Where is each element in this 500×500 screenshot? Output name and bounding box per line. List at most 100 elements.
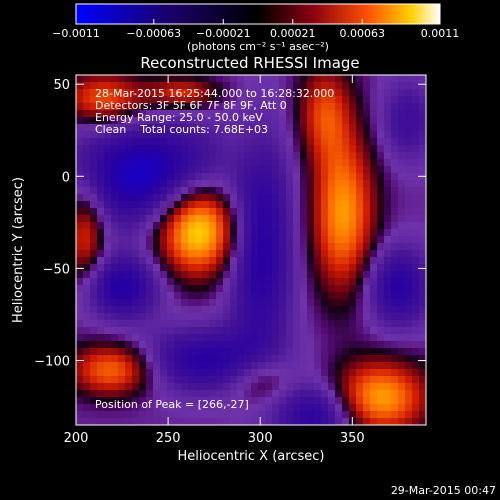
- heatmap-pixel: [125, 390, 133, 398]
- heatmap-pixel: [139, 313, 147, 321]
- heatmap-pixel: [195, 138, 203, 146]
- heatmap-pixel: [174, 348, 182, 356]
- heatmap-pixel: [349, 110, 357, 118]
- heatmap-pixel: [328, 341, 336, 349]
- heatmap-pixel: [328, 285, 336, 293]
- heatmap-pixel: [97, 152, 105, 160]
- heatmap-pixel: [125, 334, 133, 342]
- heatmap-pixel: [104, 278, 112, 286]
- heatmap-pixel: [167, 194, 175, 202]
- heatmap-pixel: [97, 187, 105, 195]
- heatmap-pixel: [90, 215, 98, 223]
- heatmap-pixel: [83, 96, 91, 104]
- heatmap-pixel: [363, 285, 371, 293]
- heatmap-pixel: [132, 145, 140, 153]
- heatmap-pixel: [83, 376, 91, 384]
- heatmap-pixel: [335, 145, 343, 153]
- heatmap-pixel: [258, 138, 266, 146]
- heatmap-pixel: [181, 383, 189, 391]
- heatmap-pixel: [104, 390, 112, 398]
- heatmap-pixel: [419, 271, 426, 279]
- heatmap-pixel: [76, 159, 84, 167]
- heatmap-pixel: [195, 208, 203, 216]
- heatmap-pixel: [139, 404, 147, 412]
- heatmap-pixel: [90, 404, 98, 412]
- heatmap-pixel: [419, 383, 426, 391]
- heatmap-pixel: [272, 187, 280, 195]
- heatmap-pixel: [377, 285, 385, 293]
- heatmap-pixel: [76, 117, 84, 125]
- heatmap-pixel: [76, 166, 84, 174]
- heatmap-pixel: [216, 348, 224, 356]
- heatmap-pixel: [286, 404, 294, 412]
- heatmap-pixel: [202, 124, 210, 132]
- heatmap-pixel: [181, 264, 189, 272]
- heatmap-pixel: [363, 89, 371, 97]
- heatmap-pixel: [174, 166, 182, 174]
- heatmap-pixel: [97, 131, 105, 139]
- heatmap-pixel: [377, 82, 385, 90]
- heatmap-pixel: [139, 376, 147, 384]
- heatmap-pixel: [90, 229, 98, 237]
- heatmap-pixel: [244, 145, 252, 153]
- heatmap-pixel: [244, 110, 252, 118]
- heatmap-pixel: [286, 285, 294, 293]
- heatmap-pixel: [405, 110, 413, 118]
- heatmap-pixel: [363, 166, 371, 174]
- heatmap-pixel: [97, 145, 105, 153]
- heatmap-pixel: [391, 138, 399, 146]
- heatmap-pixel: [321, 222, 329, 230]
- heatmap-pixel: [377, 271, 385, 279]
- colorbar-tick-label: −0.00063: [126, 27, 181, 40]
- heatmap-pixel: [342, 348, 350, 356]
- heatmap-pixel: [209, 201, 217, 209]
- heatmap-pixel: [125, 285, 133, 293]
- heatmap-pixel: [356, 327, 364, 335]
- heatmap-pixel: [188, 82, 196, 90]
- heatmap-pixel: [188, 96, 196, 104]
- heatmap-pixel: [391, 320, 399, 328]
- heatmap-pixel: [97, 397, 105, 405]
- heatmap-pixel: [237, 369, 245, 377]
- heatmap-pixel: [244, 404, 252, 412]
- heatmap-pixel: [90, 264, 98, 272]
- heatmap-pixel: [132, 187, 140, 195]
- colorbar: [75, 3, 441, 25]
- heatmap-pixel: [132, 404, 140, 412]
- heatmap-pixel: [202, 341, 210, 349]
- heatmap-pixel: [111, 355, 119, 363]
- heatmap-pixel: [237, 75, 245, 83]
- footer-timestamp: 29-Mar-2015 00:47: [391, 484, 496, 497]
- heatmap-pixel: [286, 271, 294, 279]
- heatmap-pixel: [251, 103, 259, 111]
- heatmap-pixel: [188, 124, 196, 132]
- heatmap-pixel: [181, 124, 189, 132]
- heatmap-pixel: [300, 124, 308, 132]
- heatmap-pixel: [202, 278, 210, 286]
- heatmap-pixel: [384, 82, 392, 90]
- heatmap-pixel: [363, 341, 371, 349]
- heatmap-pixel: [419, 313, 426, 321]
- heatmap-pixel: [405, 257, 413, 265]
- heatmap-pixel: [286, 173, 294, 181]
- heatmap-pixel: [279, 201, 287, 209]
- heatmap-pixel: [188, 411, 196, 419]
- heatmap-pixel: [111, 236, 119, 244]
- heatmap-pixel: [321, 187, 329, 195]
- heatmap-pixel: [405, 334, 413, 342]
- heatmap-pixel: [314, 103, 322, 111]
- heatmap-pixel: [293, 278, 301, 286]
- heatmap-pixel: [76, 341, 84, 349]
- heatmap-pixel: [349, 292, 357, 300]
- heatmap-pixel: [153, 327, 161, 335]
- heatmap-pixel: [272, 82, 280, 90]
- heatmap-pixel: [377, 383, 385, 391]
- heatmap-pixel: [272, 369, 280, 377]
- heatmap-pixel: [90, 418, 98, 425]
- heatmap-pixel: [118, 320, 126, 328]
- heatmap-pixel: [132, 138, 140, 146]
- heatmap-pixel: [272, 236, 280, 244]
- heatmap-pixel: [335, 390, 343, 398]
- heatmap-pixel: [188, 117, 196, 125]
- heatmap-pixel: [293, 257, 301, 265]
